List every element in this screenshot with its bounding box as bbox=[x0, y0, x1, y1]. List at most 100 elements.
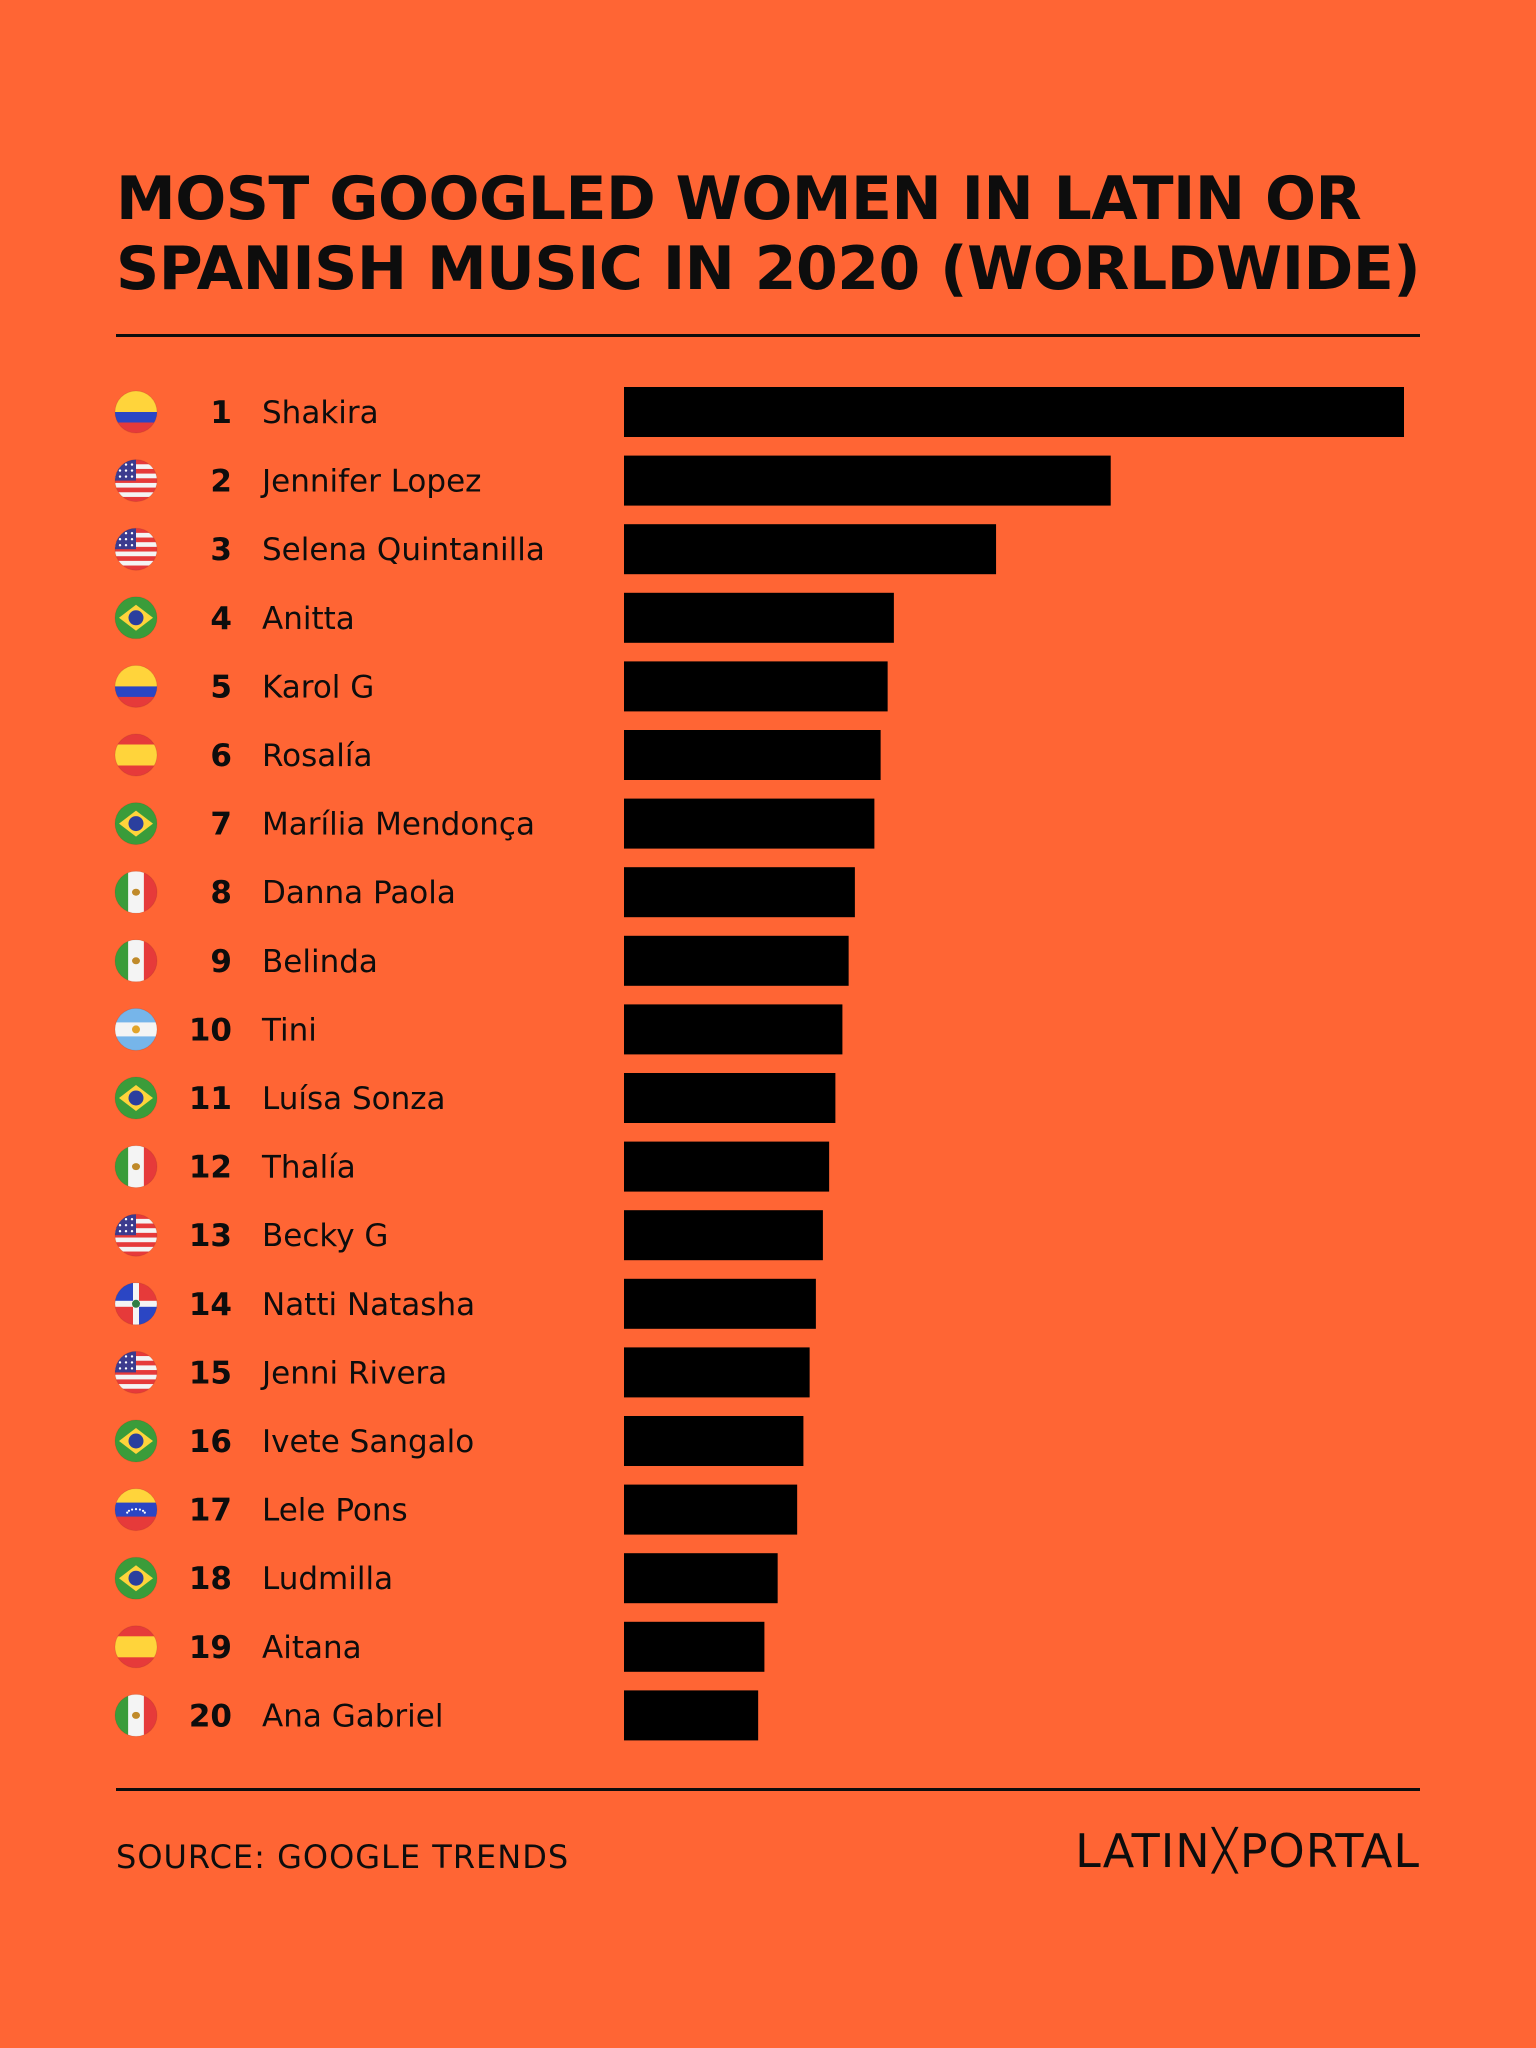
artist-name: Ludmilla bbox=[262, 1561, 393, 1597]
chart-row: 10 Tini bbox=[114, 1004, 843, 1055]
artist-name: Rosalía bbox=[262, 738, 372, 774]
chart-row: 11 Luísa Sonza bbox=[114, 1073, 836, 1123]
rank-label: 4 bbox=[210, 601, 232, 637]
artist-name: Marília Mendonça bbox=[262, 807, 535, 843]
artist-name: Ana Gabriel bbox=[262, 1698, 443, 1734]
bar-14 bbox=[624, 1278, 816, 1329]
chart-row: 7 Marília Mendonça bbox=[114, 798, 875, 849]
bar-13 bbox=[624, 1210, 823, 1261]
bar-8 bbox=[624, 867, 855, 918]
chart-row: 15 Jenni Rivera bbox=[114, 1347, 810, 1398]
chart-row: 8 Danna Paola bbox=[114, 867, 855, 918]
chart-title-line-1: MOST GOOGLED WOMEN IN LATIN OR bbox=[116, 164, 1362, 234]
rank-label: 13 bbox=[189, 1218, 232, 1254]
flag-icon-brazil bbox=[115, 1557, 157, 1600]
flag-icon-mexico bbox=[115, 1694, 157, 1737]
chart-row: 13 Becky G bbox=[114, 1210, 823, 1261]
logo-text-portal: PORTAL bbox=[1239, 1824, 1420, 1878]
bar-1 bbox=[624, 387, 1404, 437]
rank-label: 3 bbox=[210, 532, 232, 568]
rank-label: 9 bbox=[210, 944, 232, 980]
artist-name: Anitta bbox=[262, 601, 355, 637]
chart-row: 19 Aitana bbox=[114, 1621, 765, 1672]
bar-3 bbox=[624, 524, 997, 575]
rank-label: 5 bbox=[210, 669, 232, 705]
flag-icon-brazil bbox=[115, 1420, 157, 1462]
rank-label: 6 bbox=[210, 738, 232, 774]
flag-icon-mexico bbox=[115, 871, 157, 914]
chart-row: 2 Jennifer Lopez bbox=[114, 455, 1111, 506]
chart-row: 5 Karol G bbox=[114, 661, 888, 712]
bar-15 bbox=[624, 1347, 810, 1398]
bar-19 bbox=[624, 1621, 765, 1672]
rank-label: 11 bbox=[189, 1081, 232, 1117]
flag-icon-colombia bbox=[115, 391, 157, 433]
flag-icon-usa bbox=[115, 1351, 157, 1394]
flag-icon-mexico bbox=[115, 939, 157, 982]
flag-icon-argentina bbox=[115, 1008, 157, 1051]
artist-name: Karol G bbox=[262, 669, 374, 705]
artist-name: Lele Pons bbox=[262, 1493, 408, 1529]
flag-icon-usa bbox=[115, 528, 157, 571]
rank-label: 20 bbox=[189, 1698, 232, 1734]
artist-name: Jennifer Lopez bbox=[260, 464, 481, 500]
rank-label: 10 bbox=[189, 1012, 232, 1048]
bar-18 bbox=[624, 1553, 778, 1604]
rank-label: 12 bbox=[189, 1150, 232, 1186]
chart-title-line-2: SPANISH MUSIC IN 2020 (WORLDWIDE) bbox=[116, 234, 1421, 304]
chart-row: 14 Natti Natasha bbox=[114, 1278, 816, 1329]
bar-11 bbox=[624, 1073, 836, 1123]
bar-2 bbox=[624, 455, 1111, 506]
chart-row: 3 Selena Quintanilla bbox=[114, 524, 997, 575]
rank-label: 7 bbox=[210, 807, 232, 843]
chart-row: 18 Ludmilla bbox=[114, 1553, 778, 1604]
bar-7 bbox=[624, 798, 875, 849]
source-note: SOURCE: GOOGLE TRENDS bbox=[116, 1838, 570, 1876]
rank-label: 19 bbox=[189, 1630, 232, 1666]
artist-name: Aitana bbox=[262, 1630, 362, 1666]
flag-icon-spain bbox=[115, 734, 157, 776]
bar-17 bbox=[624, 1484, 798, 1535]
bottom-divider bbox=[116, 1788, 1420, 1791]
flag-icon-venezuela bbox=[115, 1488, 157, 1531]
artist-name: Natti Natasha bbox=[262, 1287, 475, 1323]
rank-label: 1 bbox=[210, 395, 232, 431]
chart-row: 1 Shakira bbox=[114, 387, 1404, 437]
chart-row: 16 Ivete Sangalo bbox=[114, 1416, 804, 1466]
rank-label: 14 bbox=[189, 1287, 232, 1323]
flag-icon-mexico bbox=[115, 1145, 157, 1188]
chart-row: 20 Ana Gabriel bbox=[114, 1690, 759, 1741]
chart-row: 6 Rosalía bbox=[114, 730, 881, 780]
rank-label: 2 bbox=[210, 464, 232, 500]
flag-icon-spain bbox=[115, 1625, 157, 1668]
brand-logo: LATIN ╳ PORTAL bbox=[1006, 1824, 1420, 1878]
flag-icon-brazil bbox=[115, 1077, 157, 1119]
artist-name: Selena Quintanilla bbox=[262, 532, 545, 568]
flag-icon-brazil bbox=[115, 596, 157, 639]
chart-row: 17 Lele Pons bbox=[114, 1484, 798, 1535]
rank-label: 16 bbox=[189, 1424, 232, 1460]
bar-12 bbox=[624, 1141, 830, 1192]
bar-5 bbox=[624, 661, 888, 712]
logo-x-mark: ╳ bbox=[1212, 1828, 1238, 1874]
artist-name: Belinda bbox=[262, 944, 378, 980]
top-divider bbox=[116, 334, 1420, 337]
bar-16 bbox=[624, 1416, 804, 1466]
artist-name: Luísa Sonza bbox=[262, 1081, 446, 1117]
artist-name: Shakira bbox=[262, 395, 379, 431]
artist-name: Becky G bbox=[262, 1218, 388, 1254]
flag-icon-brazil bbox=[115, 802, 157, 845]
bar-9 bbox=[624, 935, 849, 986]
bar-20 bbox=[624, 1690, 759, 1741]
artist-name: Jenni Rivera bbox=[260, 1355, 447, 1391]
flag-icon-colombia bbox=[115, 665, 157, 708]
rank-label: 15 bbox=[189, 1355, 232, 1391]
bar-4 bbox=[624, 592, 894, 643]
artist-name: Ivete Sangalo bbox=[262, 1424, 474, 1460]
artist-name: Tini bbox=[261, 1012, 317, 1048]
chart-title: MOST GOOGLED WOMEN IN LATIN OR SPANISH M… bbox=[116, 164, 1436, 304]
chart-row: 4 Anitta bbox=[114, 592, 894, 643]
rank-label: 17 bbox=[189, 1493, 232, 1529]
rank-label: 8 bbox=[210, 875, 232, 911]
